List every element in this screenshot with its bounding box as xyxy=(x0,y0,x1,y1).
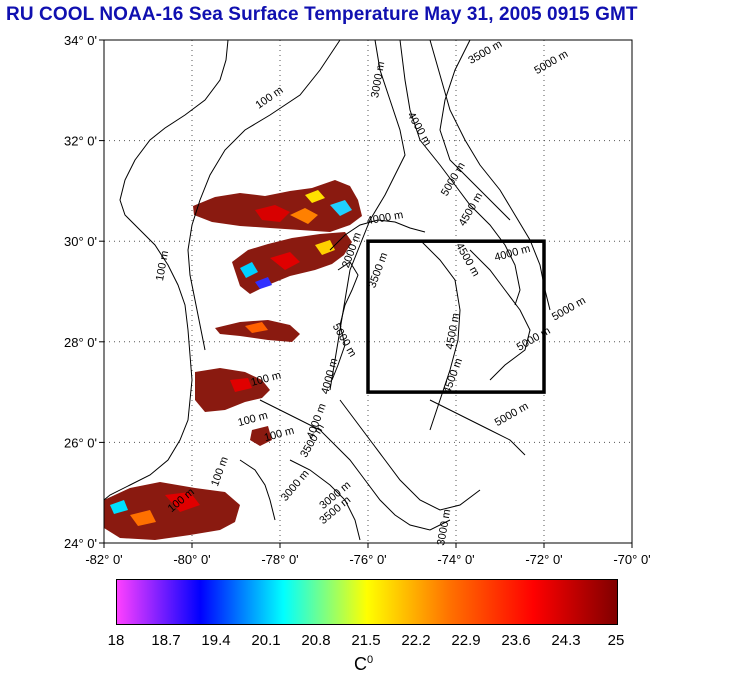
colorbar-tick-label: 22.2 xyxy=(401,632,431,649)
study-box xyxy=(366,239,546,394)
colorbar-tick-label: 18.7 xyxy=(151,632,181,649)
lon-tick-label: -78° 0' xyxy=(261,552,298,567)
colorbar-tick-label: 23.6 xyxy=(501,632,531,649)
contour-label: 3500 m xyxy=(366,251,390,290)
sst-patch-mid-yellow xyxy=(315,240,335,255)
lon-tick-label: -82° 0' xyxy=(85,552,122,567)
sst-patch-mid-red xyxy=(270,252,300,270)
contour-south-2 xyxy=(289,459,361,541)
contour-label: 4500 m xyxy=(453,241,482,279)
contour-label: 5000 m xyxy=(330,321,359,359)
lon-tick-label: -70° 0' xyxy=(613,552,650,567)
contour-label: 5000 m xyxy=(550,295,588,324)
contour-label: 3500 m xyxy=(298,422,327,460)
colorbar xyxy=(116,579,618,625)
contour-south-1 xyxy=(239,459,276,521)
colorbar-tick-label: 18 xyxy=(107,632,125,649)
contour-label: 5000 m xyxy=(439,160,468,198)
contour-blake-2 xyxy=(331,261,359,381)
contour-label: 100 m xyxy=(237,410,270,430)
colorbar-unit: C0 xyxy=(354,654,374,674)
chart-title: RU COOL NOAA-16 Sea Surface Temperature … xyxy=(6,4,638,25)
colorbar-tick-label: 20.1 xyxy=(251,632,281,649)
contour-5000m xyxy=(429,39,551,311)
colorbar-tick-label: 19.4 xyxy=(201,632,231,649)
sst-patch-mid-blue xyxy=(255,277,272,289)
colorbar-tick-label: 24.3 xyxy=(551,632,581,649)
contour-3000m xyxy=(329,39,406,391)
contour-label: 100 m xyxy=(209,455,231,488)
lat-tick-label: 26° 0' xyxy=(64,435,97,450)
coastline xyxy=(103,39,229,501)
contour-label: 5000 m xyxy=(532,48,570,77)
contour-4000m xyxy=(399,39,521,306)
axis-ticks: -82° 0' -80° 0' -78° 0' -76° 0' -74° 0' -72° … xyxy=(64,33,651,567)
sst-patch-north-orange xyxy=(290,208,318,224)
contour-4500m xyxy=(439,39,511,221)
sst-patch-north-red xyxy=(255,205,290,222)
contour-label: 5000 m xyxy=(515,325,553,354)
contour-label: 4000 m xyxy=(319,357,340,396)
contour-label: 4500 m xyxy=(457,191,486,229)
lon-tick-label: -74° 0' xyxy=(437,552,474,567)
colorbar-tick-label: 20.8 xyxy=(301,632,331,649)
contour-inner-5000 xyxy=(469,249,531,381)
contour-label: 4500 m xyxy=(441,357,465,396)
sst-patch-mid-cyan xyxy=(240,262,258,278)
sst-patch-keys-orange xyxy=(130,510,156,526)
sst-patch-bahamas-red xyxy=(230,378,252,392)
contour-label: 3000 m xyxy=(279,468,312,504)
lat-tick-label: 24° 0' xyxy=(64,536,97,551)
sst-patch-keys-cyan xyxy=(110,500,128,514)
bathymetry-contours xyxy=(103,39,551,541)
lon-tick-label: -80° 0' xyxy=(173,552,210,567)
sst-patch-small xyxy=(250,426,272,446)
colorbar-tick-label: 21.5 xyxy=(351,632,381,649)
sst-patch-south-mid-orange xyxy=(245,322,268,333)
contour-100m-shelf xyxy=(187,39,341,351)
contour-label: 4500 m xyxy=(444,312,462,350)
lat-tick-label: 32° 0' xyxy=(64,134,97,149)
contour-bahamas-shelf xyxy=(259,399,451,531)
contour-inner-4500 xyxy=(419,239,461,431)
colorbar-tick-label: 22.9 xyxy=(451,632,481,649)
contour-lower-5000 xyxy=(429,399,526,456)
sst-patch-keys-red xyxy=(165,492,200,512)
contour-blake xyxy=(329,219,426,251)
contour-label: 4000 m xyxy=(405,110,434,148)
contour-label: 3500 m xyxy=(466,38,504,67)
lat-tick-label: 28° 0' xyxy=(64,335,97,350)
lat-tick-label: 30° 0' xyxy=(64,234,97,249)
colorbar-tick-label: 25 xyxy=(607,632,625,649)
lon-tick-label: -72° 0' xyxy=(525,552,562,567)
sst-patch-north-yellow xyxy=(305,190,325,203)
lon-tick-label: -76° 0' xyxy=(349,552,386,567)
colorbar-labels: 18 18.7 19.4 20.1 20.8 21.5 22.2 22.9 23.6 24.3 25 xyxy=(0,632,734,652)
sst-patch-north-cyan xyxy=(330,200,352,216)
contour-label: 3000 m xyxy=(435,508,453,546)
lat-tick-label: 34° 0' xyxy=(64,33,97,48)
contour-bahamas-deep xyxy=(339,399,481,511)
contour-label: 100 m xyxy=(154,250,171,282)
contour-label: 5000 m xyxy=(493,400,531,429)
contour-label: 3000 m xyxy=(369,61,387,99)
sst-patches xyxy=(104,180,362,540)
contour-label: 4000 m xyxy=(366,209,404,227)
sst-patch-bahamas xyxy=(195,368,270,412)
